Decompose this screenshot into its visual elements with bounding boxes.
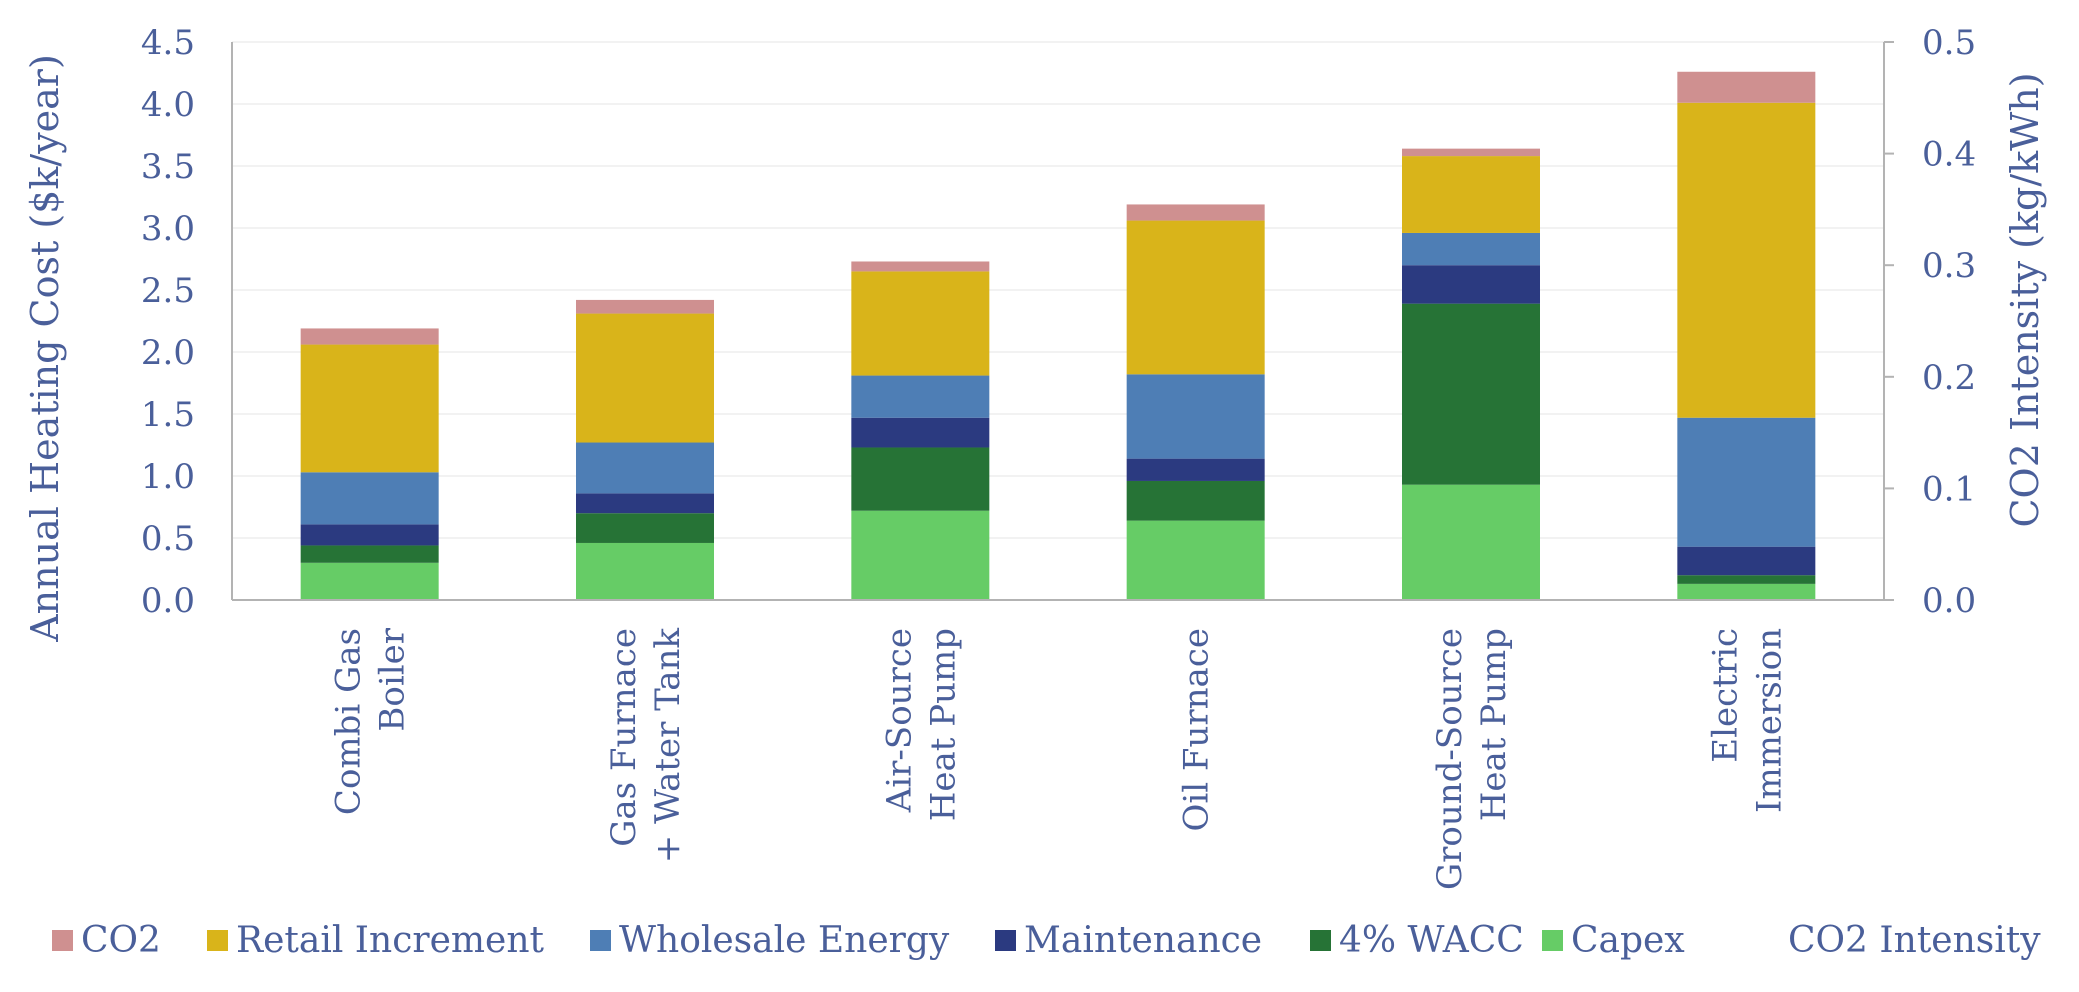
- legend-swatch-capex: [1542, 930, 1563, 951]
- bar-segment-co2: [851, 261, 990, 272]
- category-label: Combi Gas Boiler: [329, 627, 413, 815]
- left-axis-title: Annual Heating Cost ($k/year): [23, 54, 67, 643]
- right-tick-label: 0.5: [1922, 23, 1976, 63]
- category-label-line: Electric: [1705, 628, 1745, 763]
- legend-label-wholesale-energy: Wholesale Energy: [619, 920, 950, 961]
- legend-swatch-co2: [52, 930, 73, 951]
- bar-segment-maintenance: [1402, 265, 1540, 304]
- bar-segment-maintenance: [300, 524, 439, 546]
- bar-segment-capex: [1126, 520, 1265, 600]
- bar-segment-4-wacc: [576, 513, 714, 543]
- category-label-line: Oil Furnace: [1177, 628, 1217, 832]
- left-tick-label: 3.5: [141, 147, 195, 187]
- bars: [300, 71, 1816, 600]
- legend-swatch-retail-increment: [207, 930, 228, 951]
- left-tick-label: 4.0: [141, 85, 195, 125]
- category-label-line: Air-Source: [879, 628, 919, 813]
- bar-segment-wholesale-energy: [1126, 374, 1265, 459]
- legend: CO2 Retail Increment Wholesale Energy Maint…: [52, 920, 2041, 961]
- bar-segment-co2: [1126, 204, 1265, 221]
- bar-segment-retail-increment: [576, 313, 714, 443]
- bar-segment-co2: [576, 299, 714, 314]
- bar-segment-co2: [1677, 71, 1816, 103]
- bar-segment-capex: [576, 542, 714, 600]
- category-label-line: Boiler: [373, 627, 413, 731]
- bar-segment-4-wacc: [1126, 480, 1265, 521]
- bar-segment-wholesale-energy: [300, 472, 439, 525]
- category-label-line: Ground-Source: [1430, 628, 1470, 890]
- gridlines: [232, 41, 1884, 539]
- bar-segment-retail-increment: [1677, 102, 1816, 418]
- category-label: Ground-Source Heat Pump: [1430, 628, 1514, 890]
- left-tick-label: 0.5: [141, 519, 195, 559]
- right-tick-label: 0.4: [1922, 135, 1976, 175]
- bar-segment-co2: [300, 328, 439, 345]
- left-tick-label: 2.5: [141, 271, 195, 311]
- bar-segment-retail-increment: [1402, 156, 1540, 233]
- bar-segment-maintenance: [576, 493, 714, 514]
- bar-segment-4-wacc: [851, 447, 990, 511]
- bar-segment-capex: [300, 562, 439, 600]
- bar-segment-wholesale-energy: [1402, 232, 1540, 266]
- category-label: Air-Source Heat Pump: [879, 628, 963, 821]
- left-tick-label: 1.0: [141, 457, 195, 497]
- legend-label-capex: Capex: [1571, 920, 1685, 961]
- bar-segment-4-wacc: [1677, 575, 1816, 584]
- left-tick-label: 2.0: [141, 333, 195, 373]
- left-tick-label: 0.0: [141, 581, 195, 621]
- bar-segment-maintenance: [851, 417, 990, 448]
- bar-segment-wholesale-energy: [1677, 417, 1816, 547]
- bar-segment-maintenance: [1677, 546, 1816, 576]
- right-axis-ticks: 0.0 0.1 0.2 0.3 0.4 0.5: [1884, 23, 1976, 621]
- category-label: Oil Furnace: [1177, 628, 1217, 832]
- category-labels: Combi Gas Boiler Gas Furnace + Water Tank Ai…: [329, 627, 1790, 890]
- category-label-line: Combi Gas: [329, 628, 369, 815]
- legend-label-co2: CO2: [81, 920, 161, 961]
- bar-segment-wholesale-energy: [851, 375, 990, 418]
- bar-segment-co2: [1402, 148, 1540, 157]
- left-tick-label: 3.0: [141, 209, 195, 249]
- right-axis-title: CO2 Intensity (kg/kWh): [2003, 72, 2047, 527]
- category-label-line: + Water Tank: [648, 628, 688, 864]
- legend-swatch-maintenance: [995, 930, 1016, 951]
- bar-segment-retail-increment: [851, 271, 990, 376]
- category-label: Gas Furnace + Water Tank: [604, 628, 688, 864]
- legend-swatch-wholesale-energy: [590, 930, 611, 951]
- right-tick-label: 0.3: [1922, 246, 1976, 286]
- bar-segment-maintenance: [1126, 458, 1265, 481]
- legend-label-4-wacc: 4% WACC: [1339, 920, 1524, 961]
- right-tick-label: 0.2: [1922, 358, 1976, 398]
- legend-label-co2-intensity: CO2 Intensity: [1788, 920, 2041, 961]
- bar-segment-retail-increment: [300, 344, 439, 473]
- left-tick-label: 1.5: [141, 395, 195, 435]
- axes: [231, 42, 1885, 601]
- legend-label-maintenance: Maintenance: [1024, 920, 1262, 961]
- legend-label-retail-increment: Retail Increment: [236, 920, 545, 961]
- bar-segment-wholesale-energy: [576, 442, 714, 494]
- bar-segment-capex: [1677, 583, 1816, 600]
- legend-swatch-4-wacc: [1310, 930, 1331, 951]
- category-label-line: Heat Pump: [923, 628, 963, 821]
- right-tick-label: 0.0: [1922, 581, 1976, 621]
- bar-segment-capex: [1402, 484, 1540, 600]
- category-label: Electric Immersion: [1705, 628, 1789, 813]
- bar-segment-4-wacc: [1402, 303, 1540, 485]
- category-label-line: Heat Pump: [1474, 628, 1514, 821]
- bar-segment-4-wacc: [300, 545, 439, 563]
- category-label-line: Gas Furnace: [604, 628, 644, 847]
- left-tick-label: 4.5: [141, 23, 195, 63]
- category-label-line: Immersion: [1749, 628, 1789, 813]
- right-tick-label: 0.1: [1922, 469, 1976, 509]
- bar-segment-capex: [851, 510, 990, 600]
- left-axis-ticks: 0.0 0.5 1.0 1.5 2.0 2.5 3.0 3.5 4.0 4.5: [141, 23, 195, 621]
- bar-segment-retail-increment: [1126, 220, 1265, 375]
